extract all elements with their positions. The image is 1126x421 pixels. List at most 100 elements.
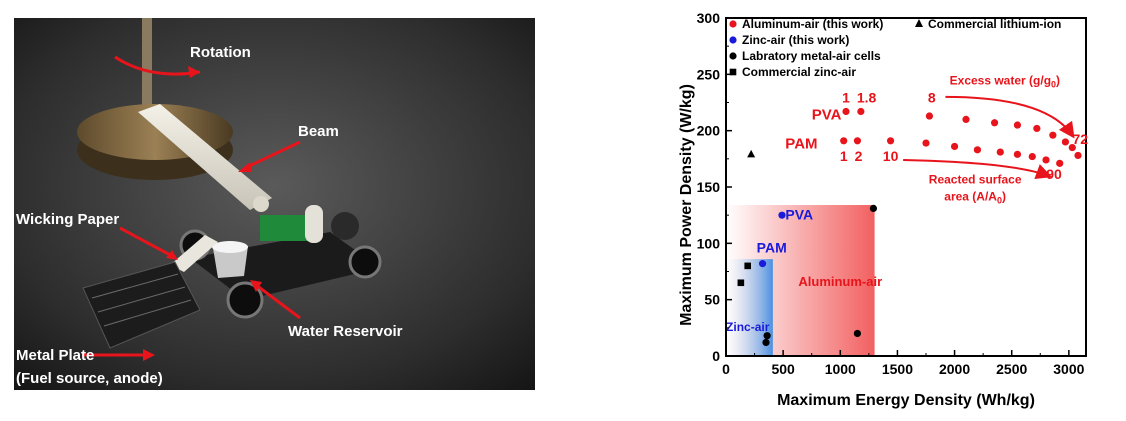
anno-excess-water-sub: 0 bbox=[1051, 79, 1056, 89]
experiment-photo: Rotation Beam Wicking Paper Water Reserv… bbox=[14, 18, 535, 390]
legend-marker bbox=[729, 68, 737, 76]
point-commercial-zinc-air bbox=[744, 262, 752, 270]
legend-label: Aluminum-air (this work) bbox=[742, 17, 883, 31]
point-aluminum-air-this-work bbox=[1056, 159, 1064, 167]
anno-pva-zinc: PVA bbox=[785, 207, 813, 223]
y-tick-label: 300 bbox=[697, 10, 721, 26]
point-aluminum-air-this-work bbox=[1068, 143, 1076, 152]
x-tick-label: 1500 bbox=[882, 361, 913, 377]
point-aluminum-air-this-work bbox=[922, 139, 930, 147]
anno-pam-aluminum: PAM bbox=[785, 136, 817, 153]
y-tick-label: 250 bbox=[697, 66, 721, 82]
beam-joint bbox=[253, 196, 269, 212]
point-zinc-air-this-work bbox=[778, 211, 786, 219]
y-tick-label: 0 bbox=[712, 348, 720, 364]
point-aluminum-air-this-work bbox=[996, 148, 1004, 156]
y-axis-title: Maximum Power Density (W/kg) bbox=[678, 84, 695, 326]
anno-number: 72 bbox=[1072, 131, 1088, 147]
legend-label: Labratory metal-air cells bbox=[742, 49, 881, 63]
label-water-reservoir: Water Reservoir bbox=[288, 323, 403, 340]
region-label-aluminum-air: Aluminum-air bbox=[798, 274, 882, 289]
point-aluminum-air-this-work bbox=[1013, 121, 1022, 129]
anno-number: 90 bbox=[1046, 166, 1062, 182]
photo-background bbox=[14, 18, 535, 390]
x-tick-label: 2500 bbox=[996, 361, 1027, 377]
metal-plate-texture bbox=[91, 273, 192, 327]
anno-number: 8 bbox=[928, 90, 936, 106]
water-reservoir-cup bbox=[213, 246, 248, 278]
beam-arrow bbox=[244, 140, 301, 170]
x-axis-title: Maximum Energy Density (Wh/kg) bbox=[777, 392, 1035, 409]
anno-reacted-area-end: ) bbox=[1002, 190, 1006, 204]
point-aluminum-air-this-work bbox=[925, 112, 934, 120]
point-aluminum-air-this-work bbox=[1074, 151, 1082, 160]
anno-excess-water-end: ) bbox=[1056, 73, 1060, 87]
car-gear bbox=[331, 212, 359, 240]
anno-number: 1 bbox=[840, 148, 848, 164]
legend-label: Commercial lithium-ion bbox=[928, 17, 1061, 31]
point-aluminum-air-this-work bbox=[950, 142, 959, 151]
y-tick-label: 200 bbox=[697, 123, 721, 139]
label-fuel-source: (Fuel source, anode) bbox=[16, 370, 163, 387]
chart-legend: Aluminum-air (this work) Zinc-air (this w… bbox=[729, 17, 1061, 79]
legend-marker bbox=[915, 19, 923, 27]
point-labratory-metal-air-cells bbox=[869, 204, 878, 213]
anno-number: 1 bbox=[842, 90, 850, 106]
reacted-surface-arrow bbox=[903, 158, 1053, 180]
point-aluminum-air-this-work bbox=[990, 119, 999, 127]
wicking-arrow-head bbox=[166, 250, 178, 260]
chart-axes: 0 500 1000 1500 2000 2500 30000501001502002503… bbox=[697, 10, 1087, 377]
label-rotation: Rotation bbox=[190, 44, 251, 61]
y-tick-label: 150 bbox=[697, 179, 721, 195]
y-tick-label: 50 bbox=[704, 292, 720, 308]
point-aluminum-air-this-work bbox=[857, 107, 865, 116]
point-aluminum-air-this-work bbox=[842, 107, 850, 116]
point-labratory-metal-air-cells bbox=[762, 338, 770, 347]
car-chassis bbox=[190, 232, 380, 300]
legend-marker bbox=[729, 20, 737, 28]
x-tick-label: 2000 bbox=[939, 361, 970, 377]
car-wheel bbox=[226, 281, 264, 319]
wicking-paper-strip bbox=[170, 235, 218, 272]
legend-label: Zinc-air (this work) bbox=[742, 33, 849, 47]
point-zinc-air-this-work bbox=[758, 260, 767, 268]
anno-number: 2 bbox=[855, 148, 863, 164]
label-wicking-paper: Wicking Paper bbox=[16, 211, 119, 228]
anno-pva-aluminum: PVA bbox=[812, 106, 842, 123]
point-aluminum-air-this-work bbox=[886, 137, 895, 145]
metal-plate-arrow-head bbox=[143, 349, 155, 361]
rotation-arrow-head bbox=[188, 66, 200, 78]
anno-number: 1.8 bbox=[857, 90, 877, 106]
chart-regions: Aluminum-air Zinc-air bbox=[726, 205, 882, 356]
point-aluminum-air-this-work bbox=[840, 137, 848, 145]
anno-excess-water: Excess water (g/g0) bbox=[950, 73, 1060, 89]
car-circuit-board bbox=[260, 215, 308, 241]
point-aluminum-air-this-work bbox=[1013, 150, 1022, 158]
region-label-zinc-air: Zinc-air bbox=[726, 320, 770, 334]
legend-marker bbox=[729, 36, 737, 44]
x-tick-label: 0 bbox=[722, 361, 730, 377]
chart-points bbox=[737, 107, 1082, 347]
point-aluminum-air-this-work bbox=[853, 137, 862, 145]
reservoir-arrow-head bbox=[250, 280, 262, 292]
legend-marker bbox=[729, 52, 737, 60]
x-tick-label: 3000 bbox=[1053, 361, 1084, 377]
point-aluminum-air-this-work bbox=[1042, 156, 1050, 164]
point-aluminum-air-this-work bbox=[1028, 152, 1036, 161]
x-tick-label: 500 bbox=[771, 361, 795, 377]
metal-plate bbox=[82, 261, 201, 349]
point-aluminum-air-this-work bbox=[973, 146, 982, 154]
point-aluminum-air-this-work bbox=[962, 115, 970, 123]
excess-water-arrow bbox=[945, 95, 1075, 139]
point-aluminum-air-this-work bbox=[1049, 131, 1057, 139]
label-beam: Beam bbox=[298, 123, 339, 140]
point-labratory-metal-air-cells bbox=[853, 329, 862, 338]
anno-reacted-surface: Reacted surface bbox=[929, 173, 1022, 187]
reservoir-arrow bbox=[255, 283, 301, 320]
point-labratory-metal-air-cells bbox=[763, 332, 771, 340]
anno-reacted-area: area (A/A0) bbox=[944, 190, 1006, 206]
car-motor bbox=[305, 205, 323, 243]
point-aluminum-air-this-work bbox=[1061, 138, 1070, 146]
